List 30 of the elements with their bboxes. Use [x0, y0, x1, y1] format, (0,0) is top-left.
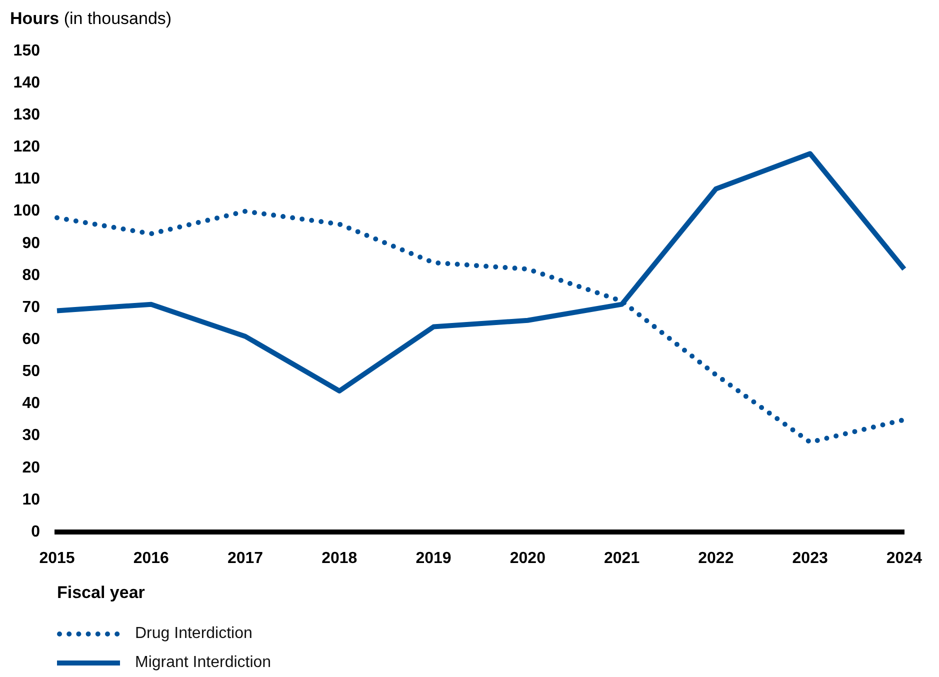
x-tick-label: 2017	[227, 550, 264, 568]
y-tick-label: 100	[13, 202, 40, 220]
x-tick-label: 2020	[510, 550, 546, 568]
legend-label: Migrant Interdiction	[135, 653, 272, 673]
y-tick-label: 80	[22, 266, 40, 284]
y-tick-label: 110	[14, 170, 40, 188]
y-tick-label: 120	[13, 138, 40, 156]
x-tick-label: 2021	[604, 550, 640, 568]
y-tick-label: 0	[31, 523, 40, 540]
x-tick-label: 2016	[133, 550, 170, 568]
y-tick-label: 130	[13, 106, 40, 124]
y-tick-label: 20	[22, 459, 40, 476]
x-tick-label: 2019	[416, 550, 452, 568]
y-tick-label: 40	[22, 395, 40, 412]
x-axis-title: Fiscal year	[57, 582, 145, 604]
x-tick-label: 2018	[322, 550, 358, 568]
y-tick-label: 150	[13, 42, 40, 60]
y-tick-label: 70	[22, 298, 40, 316]
x-tick-label: 2024	[886, 550, 922, 568]
y-axis-title: Hours (in thousands)	[10, 9, 172, 28]
legend-label: Drug Interdiction	[135, 624, 252, 644]
y-tick-label: 30	[22, 427, 40, 444]
y-tick-label: 90	[22, 234, 40, 252]
y-tick-label: 10	[22, 491, 40, 508]
x-tick-label: 2015	[39, 550, 75, 568]
y-tick-label: 140	[13, 74, 40, 92]
x-tick-label: 2023	[792, 550, 828, 568]
y-tick-label: 60	[22, 331, 40, 348]
y-tick-label: 50	[22, 363, 40, 380]
x-tick-label: 2022	[698, 550, 734, 568]
